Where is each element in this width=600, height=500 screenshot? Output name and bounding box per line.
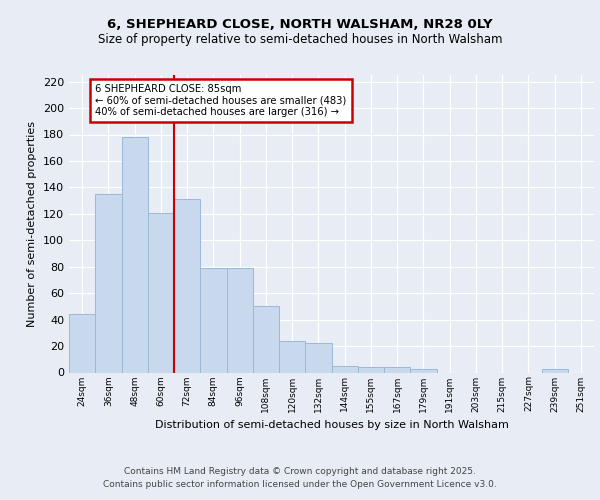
Bar [410,368,437,372]
Bar [331,366,358,372]
Bar [227,268,253,372]
Text: 6 SHEPHEARD CLOSE: 85sqm
← 60% of semi-detached houses are smaller (483)
40% of : 6 SHEPHEARD CLOSE: 85sqm ← 60% of semi-d… [95,84,347,117]
Bar [148,212,174,372]
Bar [174,200,200,372]
Text: 6, SHEPHEARD CLOSE, NORTH WALSHAM, NR28 0LY: 6, SHEPHEARD CLOSE, NORTH WALSHAM, NR28 … [107,18,493,30]
Bar [358,367,384,372]
Bar [95,194,121,372]
Bar [279,341,305,372]
X-axis label: Distribution of semi-detached houses by size in North Walsham: Distribution of semi-detached houses by … [155,420,508,430]
Bar [121,137,148,372]
Bar [253,306,279,372]
Text: Contains public sector information licensed under the Open Government Licence v3: Contains public sector information licen… [103,480,497,489]
Y-axis label: Number of semi-detached properties: Number of semi-detached properties [28,120,37,327]
Bar [305,344,331,372]
Bar [200,268,227,372]
Bar [69,314,95,372]
Text: Contains HM Land Registry data © Crown copyright and database right 2025.: Contains HM Land Registry data © Crown c… [124,467,476,476]
Bar [542,368,568,372]
Text: Size of property relative to semi-detached houses in North Walsham: Size of property relative to semi-detach… [98,32,502,46]
Bar [384,367,410,372]
